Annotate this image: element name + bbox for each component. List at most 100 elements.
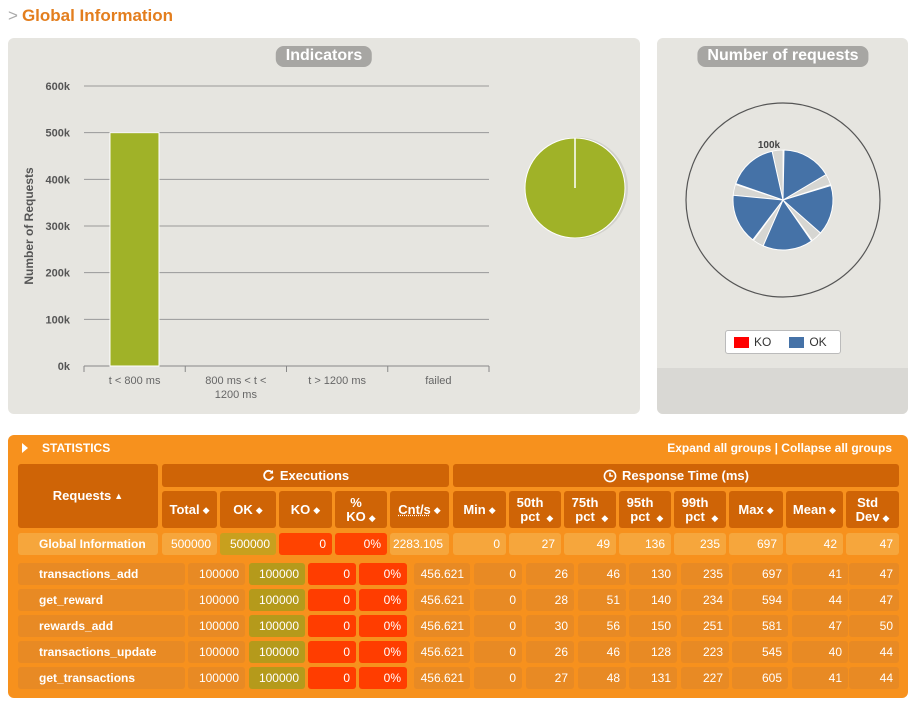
x-tick-label: t < 800 ms [109, 375, 161, 387]
stat-cell-75th-pct: 46 [578, 563, 626, 585]
sort-icon: ◆ [601, 513, 609, 523]
col-requests-header[interactable]: Requests ▲ [18, 464, 158, 528]
stat-cell-std-dev: 47 [849, 563, 899, 585]
col-header-std-dev[interactable]: Std Dev ◆ [846, 491, 899, 528]
stat-cell-total: 100000 [188, 667, 245, 689]
x-tick-label: t > 1200 ms [308, 375, 366, 387]
stat-cell-cnt-s: 2283.105 [390, 533, 449, 555]
legend-ok-label: OK [809, 335, 827, 349]
sort-icon: ◆ [546, 513, 554, 523]
response-time-label: Response Time (ms) [622, 467, 749, 483]
col-header-label: Std Dev [855, 494, 880, 524]
stat-cell-50th-pct: 27 [509, 533, 561, 555]
stat-cell-ok: 100000 [249, 615, 305, 637]
stat-cell--ko: 0% [359, 641, 407, 663]
stat-cell-ko: 0 [279, 533, 332, 555]
stat-cell-ko: 0 [308, 589, 356, 611]
stat-cell-95th-pct: 136 [619, 533, 671, 555]
request-name[interactable]: transactions_add [18, 563, 185, 585]
stat-cell-99th-pct: 235 [681, 563, 729, 585]
legend-ok-swatch [789, 336, 805, 348]
col-header-50th-pct[interactable]: 50th pct ◆ [509, 491, 561, 528]
request-name[interactable]: transactions_update [18, 641, 185, 663]
pie-slice[interactable] [781, 184, 834, 234]
stat-cell-95th-pct: 150 [629, 615, 677, 637]
col-header-99th-pct[interactable]: 99th pct ◆ [674, 491, 726, 528]
col-header-95th-pct[interactable]: 95th pct ◆ [619, 491, 671, 528]
stat-cell-75th-pct: 51 [578, 589, 626, 611]
col-header-mean[interactable]: Mean ◆ [786, 491, 843, 528]
sort-icon: ◆ [488, 504, 496, 515]
stat-cell--ko: 0% [359, 615, 407, 637]
col-header-label: 99th pct [681, 494, 709, 524]
y-tick-label: 500k [46, 128, 71, 140]
global-info-name: Global Information [18, 533, 158, 555]
stat-cell-75th-pct: 46 [578, 641, 626, 663]
statistics-toggle[interactable]: STATISTICS [22, 441, 110, 455]
stat-cell-99th-pct: 235 [674, 533, 726, 555]
executions-label: Executions [279, 467, 350, 483]
statistics-title: STATISTICS [42, 441, 111, 455]
stat-cell-cnt-s: 456.621 [414, 589, 470, 611]
col-header-label: 95th pct [626, 494, 654, 524]
sort-icon: ◆ [711, 513, 719, 523]
col-header-max[interactable]: Max ◆ [729, 491, 783, 528]
col-header-total[interactable]: Total ◆ [162, 491, 217, 528]
request-name[interactable]: get_reward [18, 589, 185, 611]
stat-cell-ko: 0 [308, 641, 356, 663]
stat-cell-mean: 42 [786, 533, 843, 555]
radial-axis-label: 100k [758, 140, 781, 151]
col-header-ok[interactable]: OK ◆ [220, 491, 276, 528]
stat-cell-75th-pct: 48 [578, 667, 626, 689]
stat-cell--ko: 0% [359, 589, 407, 611]
response-time-group-header: Response Time (ms) [453, 464, 899, 487]
col-header-cnt-s[interactable]: Cnt/s ◆ [390, 491, 449, 528]
request-name[interactable]: rewards_add [18, 615, 185, 637]
panel-footer [657, 368, 908, 414]
stat-cell-cnt-s: 456.621 [414, 563, 470, 585]
col-header-ko[interactable]: KO ◆ [279, 491, 332, 528]
pie-slice[interactable] [782, 149, 827, 201]
stat-cell-mean: 40 [792, 641, 848, 663]
legend-ok[interactable]: OK [789, 335, 827, 349]
stat-cell--ko: 0% [359, 667, 407, 689]
stat-cell-max: 697 [732, 563, 788, 585]
sort-icon: ◆ [766, 504, 774, 515]
stat-cell-min: 0 [474, 563, 522, 585]
col-header-75th-pct[interactable]: 75th pct ◆ [564, 491, 616, 528]
group-links: Expand all groups | Collapse all groups [667, 441, 892, 455]
stat-cell-max: 581 [732, 615, 788, 637]
col-header--ko[interactable]: % KO ◆ [335, 491, 387, 528]
stat-cell-ok: 100000 [249, 589, 305, 611]
stat-cell-50th-pct: 30 [526, 615, 574, 637]
stat-cell-total: 100000 [188, 641, 245, 663]
sort-icon: ◆ [433, 504, 441, 515]
legend-ko-swatch [734, 336, 749, 348]
y-tick-label: 100k [46, 314, 71, 326]
x-tick-label: failed [425, 375, 451, 387]
stat-cell-ok: 100000 [249, 667, 305, 689]
request-name[interactable]: get_transactions [18, 667, 185, 689]
col-header-min[interactable]: Min ◆ [453, 491, 506, 528]
sort-icon: ◆ [202, 504, 210, 515]
x-tick-label: 1200 ms [215, 389, 258, 401]
stat-cell-50th-pct: 26 [526, 563, 574, 585]
expand-all-groups-link[interactable]: Expand all groups [667, 441, 772, 455]
pie-slice[interactable] [735, 150, 784, 201]
pie-slice[interactable] [732, 194, 784, 241]
col-header-label: KO [290, 501, 311, 517]
bar[interactable] [109, 132, 160, 367]
y-tick-label: 400k [46, 174, 71, 186]
chevron-right-icon: > [8, 6, 18, 25]
stat-cell-50th-pct: 26 [526, 641, 574, 663]
stat-cell-50th-pct: 27 [526, 667, 574, 689]
collapse-all-groups-link[interactable]: Collapse all groups [781, 441, 892, 455]
stat-cell--ko: 0% [359, 563, 407, 585]
stat-cell-min: 0 [474, 641, 522, 663]
pie-slice[interactable] [762, 198, 813, 251]
col-header-label: Cnt/s [398, 501, 431, 517]
chart-legend: KO OK [725, 330, 841, 354]
y-tick-label: 300k [46, 221, 71, 233]
sort-icon: ◆ [255, 504, 263, 515]
legend-ko[interactable]: KO [734, 335, 771, 349]
